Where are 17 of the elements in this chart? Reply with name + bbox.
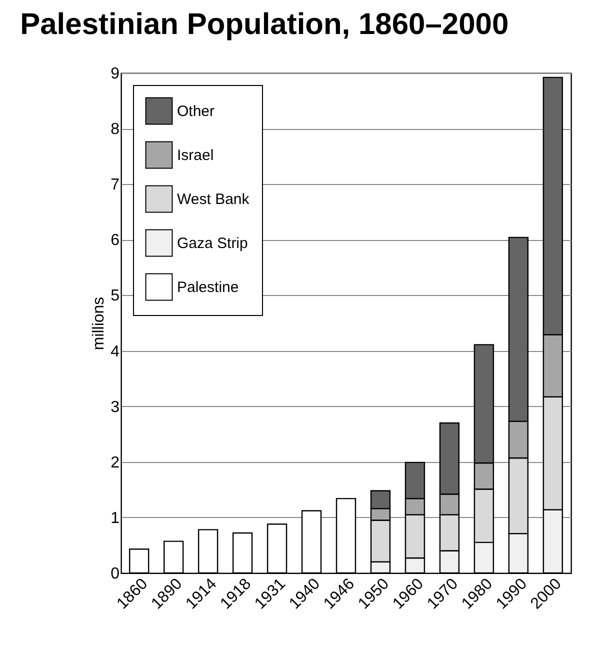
y-tick-label: 3 — [110, 398, 120, 416]
legend-label: Palestine — [177, 279, 239, 296]
y-tick-label: 1 — [110, 510, 120, 527]
y-tick-label: 4 — [110, 343, 120, 360]
legend-label: Gaza Strip — [177, 235, 248, 252]
y-tick-label: 5 — [110, 288, 120, 305]
y-tick-label: 6 — [110, 232, 120, 250]
y-tick-label: 2 — [110, 454, 120, 472]
y-tick-label: 7 — [110, 176, 120, 194]
y-tick-label: 0 — [110, 566, 120, 582]
chart-title: Palestinian Population, 1860–2000 — [20, 8, 509, 41]
legend-label: Israel — [177, 147, 214, 164]
legend-label: West Bank — [177, 191, 250, 208]
y-tick-label: 8 — [110, 121, 120, 138]
y-tick-label: 9 — [110, 66, 120, 82]
legend-label: Other — [177, 103, 215, 120]
y-axis-title: millions — [90, 296, 108, 350]
